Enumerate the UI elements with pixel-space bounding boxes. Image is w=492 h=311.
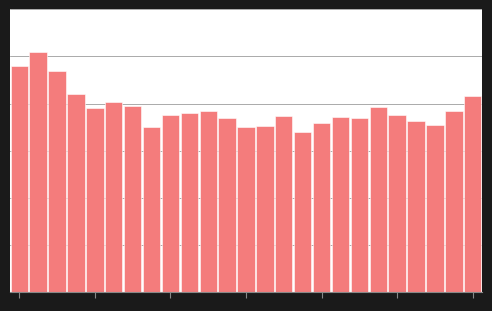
- Bar: [464, 96, 481, 292]
- Bar: [67, 94, 85, 292]
- Bar: [407, 121, 425, 292]
- Bar: [256, 126, 274, 292]
- Bar: [351, 118, 368, 292]
- Bar: [237, 127, 255, 292]
- Bar: [11, 66, 28, 292]
- Bar: [143, 127, 160, 292]
- Bar: [105, 102, 123, 292]
- Bar: [426, 125, 444, 292]
- Bar: [200, 111, 217, 292]
- Bar: [48, 71, 66, 292]
- Bar: [389, 115, 406, 292]
- Bar: [332, 117, 349, 292]
- Bar: [124, 105, 141, 292]
- Bar: [275, 116, 292, 292]
- Bar: [218, 118, 236, 292]
- Bar: [181, 113, 198, 292]
- Bar: [445, 111, 462, 292]
- Bar: [162, 115, 179, 292]
- Bar: [313, 123, 330, 292]
- Bar: [86, 108, 103, 292]
- Bar: [30, 52, 47, 292]
- Bar: [369, 107, 387, 292]
- Bar: [294, 132, 311, 292]
